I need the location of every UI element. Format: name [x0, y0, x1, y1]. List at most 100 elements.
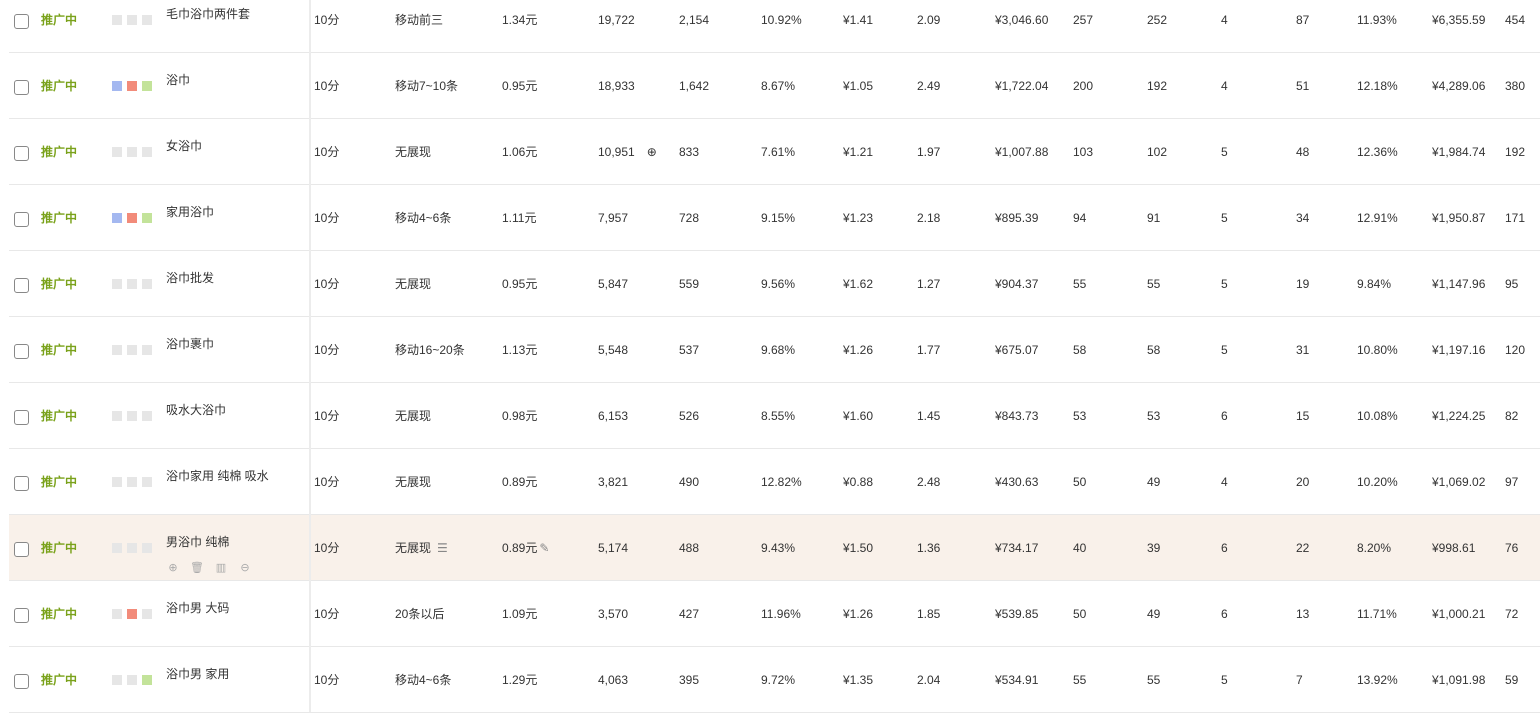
- cell-bid[interactable]: 0.89元 ✎: [502, 541, 549, 555]
- row-checkbox[interactable]: [14, 344, 29, 359]
- flag-grey[interactable]: [127, 147, 137, 157]
- cell-ctr: 8.67%: [761, 79, 795, 93]
- flag-grey[interactable]: [142, 477, 152, 487]
- flag-grey[interactable]: [127, 15, 137, 25]
- cell-bid[interactable]: 0.95元: [502, 79, 537, 93]
- flag-grey[interactable]: [127, 345, 137, 355]
- table-row[interactable]: 推广中 浴巾裹巾 10分 移动16~20条 1.13元 5,548 537 9.68% ¥1.2…: [9, 317, 1540, 383]
- keyword-name[interactable]: 男浴巾 纯棉: [166, 535, 230, 549]
- flag-grey[interactable]: [112, 543, 122, 553]
- value-bid: 1.29元: [502, 673, 538, 687]
- cell-cpc: ¥1.26: [843, 607, 873, 621]
- value-c11: 200: [1073, 79, 1094, 93]
- row-checkbox[interactable]: [14, 476, 29, 491]
- flag-grey[interactable]: [142, 609, 152, 619]
- flag-blue[interactable]: [112, 213, 122, 223]
- cell-c16: ¥1,950.87: [1432, 211, 1485, 225]
- table-row[interactable]: 推广中 男浴巾 纯棉 ⊕ 🗑 ▥ ⊖ 10分 无展现 ☰ 0.89元 ✎ 5,174 488 9.43% ¥…: [9, 515, 1540, 581]
- cell-c16: ¥1,984.74: [1432, 145, 1485, 159]
- cell-bid[interactable]: 0.98元: [502, 409, 537, 423]
- chart-icon[interactable]: ▥: [215, 562, 227, 574]
- table-row[interactable]: 推广中 毛巾浴巾两件套 10分 移动前三 1.34元 19,722 2,154 10.92% ¥…: [9, 0, 1540, 53]
- flag-grey[interactable]: [112, 609, 122, 619]
- table-row[interactable]: 推广中 浴巾 10分 移动7~10条 0.95元 18,933 1,642 8.67% ¥1.0…: [9, 53, 1540, 119]
- keyword-name[interactable]: 家用浴巾: [166, 205, 215, 219]
- rank-detail-icon[interactable]: ☰: [437, 541, 448, 555]
- flag-grey[interactable]: [112, 675, 122, 685]
- row-checkbox[interactable]: [14, 80, 29, 95]
- keyword-name[interactable]: 浴巾家用 纯棉 吸水: [166, 469, 269, 483]
- row-checkbox[interactable]: [14, 14, 29, 29]
- cell-impressions: 7,957: [598, 211, 628, 225]
- flag-green[interactable]: [142, 213, 152, 223]
- row-checkbox[interactable]: [14, 146, 29, 161]
- flag-grey[interactable]: [112, 477, 122, 487]
- keyword-name[interactable]: 浴巾批发: [166, 271, 215, 285]
- keyword-name[interactable]: 毛巾浴巾两件套: [166, 7, 251, 21]
- cell-bid[interactable]: 1.06元: [502, 145, 537, 159]
- table-row[interactable]: 推广中 家用浴巾 10分 移动4~6条 1.11元 7,957 728 9.15% ¥1.23 2…: [9, 185, 1540, 251]
- row-checkbox[interactable]: [14, 278, 29, 293]
- more-icon[interactable]: ⊖: [240, 562, 250, 574]
- status-label: 推广中: [41, 673, 78, 687]
- keyword-name[interactable]: 女浴巾: [166, 139, 203, 153]
- cell-bid[interactable]: 1.11元: [502, 211, 536, 225]
- flag-grey[interactable]: [142, 543, 152, 553]
- flag-green[interactable]: [142, 81, 152, 91]
- cell-bid[interactable]: 0.89元: [502, 475, 537, 489]
- flag-red[interactable]: [127, 213, 137, 223]
- table-row[interactable]: 推广中 浴巾家用 纯棉 吸水 10分 无展现 0.89元 3,821 490 12.82% ¥0…: [9, 449, 1540, 515]
- value-c17: 97: [1505, 475, 1519, 489]
- flag-grey[interactable]: [127, 543, 137, 553]
- flag-red[interactable]: [127, 81, 137, 91]
- value-ctr: 8.67%: [761, 79, 796, 93]
- cell-bid[interactable]: 1.09元: [502, 607, 537, 621]
- value-quality: 10分: [314, 277, 340, 291]
- row-checkbox[interactable]: [14, 212, 29, 227]
- table-row[interactable]: 推广中 浴巾男 家用 10分 移动4~6条 1.29元 4,063 395 9.72% ¥1.3…: [9, 647, 1540, 713]
- keyword-name[interactable]: 吸水大浴巾: [166, 403, 227, 417]
- flag-grey[interactable]: [127, 411, 137, 421]
- flag-blue[interactable]: [112, 81, 122, 91]
- download-circle-icon[interactable]: ⊕: [646, 145, 657, 159]
- flag-grey[interactable]: [127, 279, 137, 289]
- cell-c14: 22: [1296, 541, 1309, 555]
- row-checkbox[interactable]: [14, 542, 29, 557]
- flag-grey[interactable]: [127, 477, 137, 487]
- row-checkbox[interactable]: [14, 608, 29, 623]
- table-row[interactable]: 推广中 女浴巾 10分 无展现 1.06元 10,951 ⊕ 833 7.61% ¥1.21 1.9…: [9, 119, 1540, 185]
- keyword-name[interactable]: 浴巾男 家用: [166, 667, 230, 681]
- row-checkbox[interactable]: [14, 674, 29, 689]
- flag-grey[interactable]: [112, 411, 122, 421]
- flag-grey[interactable]: [142, 15, 152, 25]
- flag-grey[interactable]: [112, 279, 122, 289]
- table-row[interactable]: 推广中 浴巾批发 10分 无展现 0.95元 5,847 559 9.56% ¥1.62 1.27…: [9, 251, 1540, 317]
- keyword-name[interactable]: 浴巾男 大码: [166, 601, 230, 615]
- value-c17: 72: [1505, 607, 1519, 621]
- flag-red[interactable]: [127, 609, 137, 619]
- flag-green[interactable]: [142, 675, 152, 685]
- cell-bid[interactable]: 0.95元: [502, 277, 537, 291]
- cell-bid[interactable]: 1.29元: [502, 673, 537, 687]
- target-icon[interactable]: ⊕: [168, 562, 178, 574]
- cell-cost: ¥3,046.60: [995, 13, 1048, 27]
- row-checkbox[interactable]: [14, 410, 29, 425]
- table-row[interactable]: 推广中 吸水大浴巾 10分 无展现 0.98元 6,153 526 8.55% ¥1.60 1.4…: [9, 383, 1540, 449]
- cell-bid[interactable]: 1.13元: [502, 343, 537, 357]
- keyword-name[interactable]: 浴巾裹巾: [166, 337, 215, 351]
- flag-grey[interactable]: [112, 147, 122, 157]
- flag-grey[interactable]: [142, 279, 152, 289]
- flag-grey[interactable]: [142, 147, 152, 157]
- keyword-name[interactable]: 浴巾: [166, 73, 191, 87]
- flag-grey[interactable]: [112, 15, 122, 25]
- edit-pencil-icon[interactable]: ✎: [539, 541, 550, 555]
- cell-bid[interactable]: 1.34元: [502, 13, 537, 27]
- flag-grey[interactable]: [112, 345, 122, 355]
- trash-icon[interactable]: 🗑: [190, 562, 204, 574]
- flag-grey[interactable]: [142, 345, 152, 355]
- status-label: 推广中: [41, 541, 78, 555]
- flag-grey[interactable]: [127, 675, 137, 685]
- value-ctr: 11.96%: [761, 607, 801, 621]
- flag-grey[interactable]: [142, 411, 152, 421]
- table-row[interactable]: 推广中 浴巾男 大码 10分 20条以后 1.09元 3,570 427 11.96% ¥1.2…: [9, 581, 1540, 647]
